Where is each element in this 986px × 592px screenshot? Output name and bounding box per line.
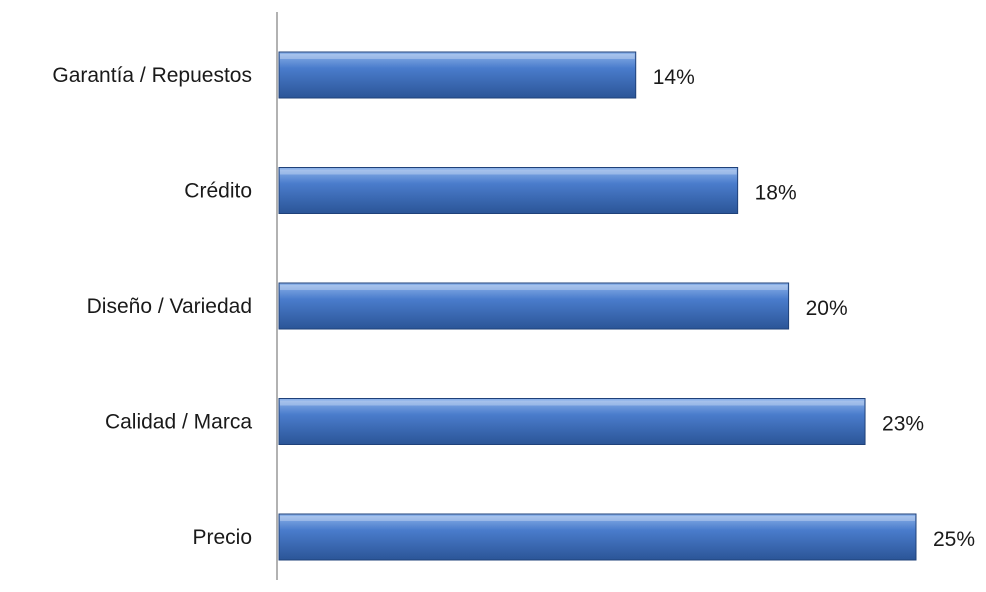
bar-highlight-credito [280,169,737,175]
value-label-credito: 18% [755,182,797,205]
bar-garantia-repuestos [278,51,637,99]
bar-highlight-calidad-marca [280,400,865,406]
category-label-diseno-variedad: Diseño / Variedad [87,295,252,318]
bar-highlight-garantia-repuestos [280,54,635,59]
bar-diseno-variedad [278,282,790,330]
bar-highlight-diseno-variedad [280,285,788,290]
category-label-calidad-marca: Calidad / Marca [105,411,252,434]
category-label-garantia-repuestos: Garantía / Repuestos [52,64,252,87]
labels-layer: Garantía / Repuestos 14% Crédito 18% Diseño … [52,64,975,551]
bars-layer [278,51,917,561]
bar-precio [278,513,917,561]
value-label-precio: 25% [933,528,975,551]
value-label-garantia-repuestos: 14% [653,66,695,89]
category-label-credito: Crédito [184,180,252,203]
bar-highlight-precio [280,516,915,521]
bar-calidad-marca [278,398,866,445]
bar-credito [278,167,739,214]
category-label-precio: Precio [192,526,252,549]
value-label-diseno-variedad: 20% [806,297,848,320]
value-label-calidad-marca: 23% [882,413,924,436]
